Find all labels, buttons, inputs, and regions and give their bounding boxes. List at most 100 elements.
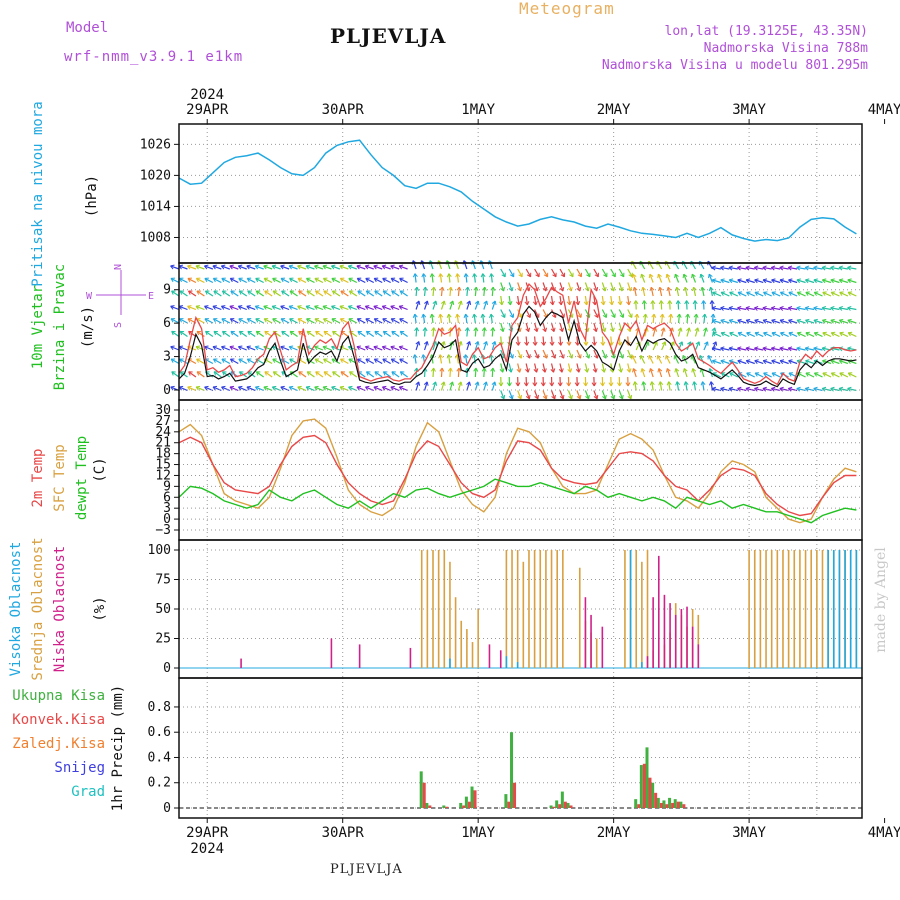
wind-arrow-head [805,331,810,337]
top-year-label: 2024 [190,87,224,103]
temp-series-line [178,418,857,524]
wind-arrow [456,314,460,324]
wind-arrow [255,330,265,337]
wind-arrow-head [611,313,616,318]
wind-arrow [779,360,789,365]
wind-arrow-head [264,371,269,376]
wind-arrow [584,295,588,305]
wind-arrow [763,372,772,378]
wind-arrow-head [821,278,827,284]
wind-arrow [357,358,366,365]
wind-arrow [221,305,231,311]
wind-arrow-head [237,345,243,351]
wind-arrow [550,336,553,346]
wind-arrow-head [830,359,835,364]
wind-arrow [213,330,222,337]
wind-arrow-head [754,346,759,352]
wind-arrow-head [649,286,655,292]
wind-arrow-head [822,372,827,377]
wind-arrow-head [421,354,427,359]
wind-arrow-head [171,330,176,336]
wind-arrow-head [480,313,486,318]
wind-arrow [340,371,349,378]
wind-arrow [610,282,615,292]
wind-arrow [483,367,486,378]
wind-arrow [195,265,205,270]
wind-arrow [534,349,539,359]
wind-arrow-head [560,272,566,278]
wind-arrow [737,347,747,351]
wind-arrow [534,309,540,318]
wind-arrow [357,318,366,324]
wind-arrow [610,268,616,278]
wind-arrow-head [398,385,404,391]
wind-arrow-head [543,354,548,359]
wind-arrow-head [238,358,243,363]
wind-arrow-head [617,301,623,306]
wind-arrow-head [678,341,684,346]
wind-arrow-head [515,341,521,346]
wind-arrow-head [204,264,209,270]
wind-arrow [314,346,324,351]
wind-arrow-head [600,341,606,346]
wind-arrow-head [289,330,295,336]
wind-arrow [848,372,857,378]
wind-arrow-head [558,341,564,346]
wind-arrow [779,307,789,311]
wind-arrow [490,314,493,324]
wind-arrow [610,336,613,346]
wind-arrow [422,314,426,324]
wind-arrow [525,349,531,359]
wind-arrow [593,336,596,346]
wind-arrow-head [694,327,700,332]
y-tick-label: 9 [163,479,171,494]
wind-arrow [676,287,680,297]
wind-arrow-head [491,381,497,386]
model-name: wrf-nmm_v3.9.1 e1km [64,49,244,65]
wind-arrow [508,390,513,400]
wind-arrow [255,346,264,351]
wind-arrow-head [204,305,209,310]
y-tick-label: 24 [155,425,171,440]
wind-arrow-head [813,331,819,337]
wind-arrow [720,307,730,311]
wind-arrow [221,265,231,270]
precip-bar [676,801,680,808]
wind-arrow [431,273,434,283]
wind-arrow [221,277,231,284]
wind-arrow-head [212,277,218,283]
wind-arrow [779,266,789,270]
wind-arrow [179,277,188,284]
wind-arrow [788,291,798,297]
precip-bar [639,765,643,808]
wind-arrow-head [737,305,742,311]
wind-arrow [641,368,646,378]
wind-arrow [656,355,663,364]
wind-arrow-head [365,277,370,283]
wind-arrow-head [221,305,226,310]
wind-arrow-head [473,327,479,332]
wind-arrow-head [230,330,235,336]
wind-arrow [661,313,664,324]
wind-arrow-head [483,341,488,346]
wind-arrow-head [762,278,768,284]
wind-arrow [332,290,341,297]
wind-arrow [796,307,806,311]
wind-arrow [648,355,654,364]
wind-arrow-head [323,318,328,323]
wind-arrow-head [170,358,176,363]
wind-arrow [289,386,298,392]
wind-arrow [449,381,454,391]
y-tick-label: 1014 [140,199,171,214]
wind-arrow-head [179,318,184,323]
wind-arrow [365,346,374,351]
wind-arrow [525,336,528,346]
wind-arrow-head [430,367,436,372]
wind-arrow [779,347,789,351]
wind-arrow-head [339,385,345,391]
wind-arrow-head [306,318,311,323]
wind-arrow [179,330,188,337]
wind-arrow [517,268,523,278]
wind-arrow-head [559,327,565,333]
wind-arrow-head [830,305,835,311]
